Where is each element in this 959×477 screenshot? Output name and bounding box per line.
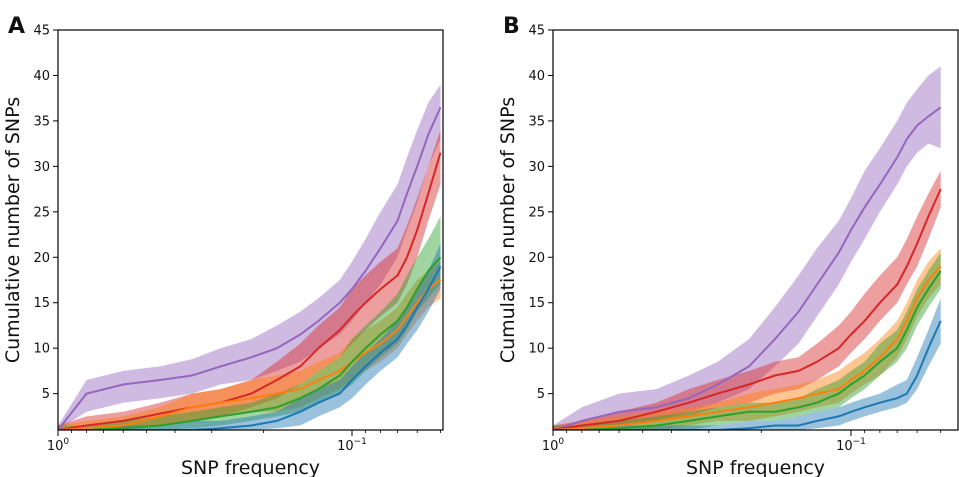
x-tick-label: 10−1 bbox=[836, 437, 866, 454]
y-axis-label: Cumulative number of SNPs bbox=[2, 97, 24, 363]
x-axis-label: SNP frequency bbox=[686, 457, 825, 477]
y-tick-label: 30 bbox=[33, 160, 50, 175]
series-0-band bbox=[58, 84, 441, 430]
y-axis-label: Cumulative number of SNPs bbox=[497, 97, 519, 363]
y-tick-label: 5 bbox=[537, 387, 545, 402]
x-tick-label: 100 bbox=[542, 437, 565, 454]
series-2-band bbox=[58, 261, 441, 430]
series-4-line bbox=[58, 265, 442, 430]
series-1-band bbox=[58, 130, 441, 430]
series-1-line bbox=[58, 152, 442, 430]
series-3-line bbox=[58, 256, 442, 430]
y-tick-label: 40 bbox=[33, 69, 50, 84]
y-tick-label: 25 bbox=[33, 205, 50, 220]
x-axis-label: SNP frequency bbox=[181, 457, 320, 477]
plot-frame bbox=[552, 29, 959, 431]
x-tick-label: 100 bbox=[47, 437, 70, 454]
series-1-band bbox=[553, 170, 941, 430]
y-tick-label: 45 bbox=[33, 24, 50, 39]
series-0-band bbox=[553, 66, 941, 430]
series-0-line bbox=[58, 106, 442, 430]
y-tick-label: 40 bbox=[528, 69, 545, 84]
plot-frame bbox=[57, 29, 444, 431]
y-tick-label: 45 bbox=[528, 24, 545, 39]
y-tick-label: 35 bbox=[33, 114, 50, 129]
plot-area bbox=[553, 66, 942, 430]
series-4-band bbox=[58, 243, 441, 430]
y-tick-label: 5 bbox=[42, 387, 50, 402]
y-tick-label: 15 bbox=[528, 296, 545, 311]
series-1-line bbox=[553, 188, 942, 430]
series-4-line bbox=[553, 320, 942, 430]
y-tick-label: 10 bbox=[33, 342, 50, 357]
y-tick-label: 20 bbox=[528, 251, 545, 266]
panel-b: 5 10 15 20 25 30 35 40 45 100 10−1 SNP frequency Cum… bbox=[497, 14, 959, 477]
y-tick-label: 10 bbox=[528, 342, 545, 357]
panel-letter: A bbox=[8, 14, 25, 39]
series-3-line bbox=[553, 270, 942, 430]
x-tick-label: 10−1 bbox=[337, 437, 367, 454]
series-3-band bbox=[58, 216, 441, 430]
y-tick-label: 25 bbox=[528, 205, 545, 220]
series-0-line bbox=[553, 106, 942, 430]
y-tick-label: 30 bbox=[528, 160, 545, 175]
series-2-line bbox=[553, 265, 942, 430]
series-2-line bbox=[58, 279, 442, 430]
y-tick-label: 15 bbox=[33, 296, 50, 311]
plot-area bbox=[58, 84, 442, 430]
panel-a: 5 10 15 20 25 30 35 40 45 100 10−1 SNP frequency Cum… bbox=[2, 14, 444, 477]
y-tick-label: 20 bbox=[33, 251, 50, 266]
panel-letter: B bbox=[503, 14, 520, 39]
y-tick-label: 35 bbox=[528, 114, 545, 129]
